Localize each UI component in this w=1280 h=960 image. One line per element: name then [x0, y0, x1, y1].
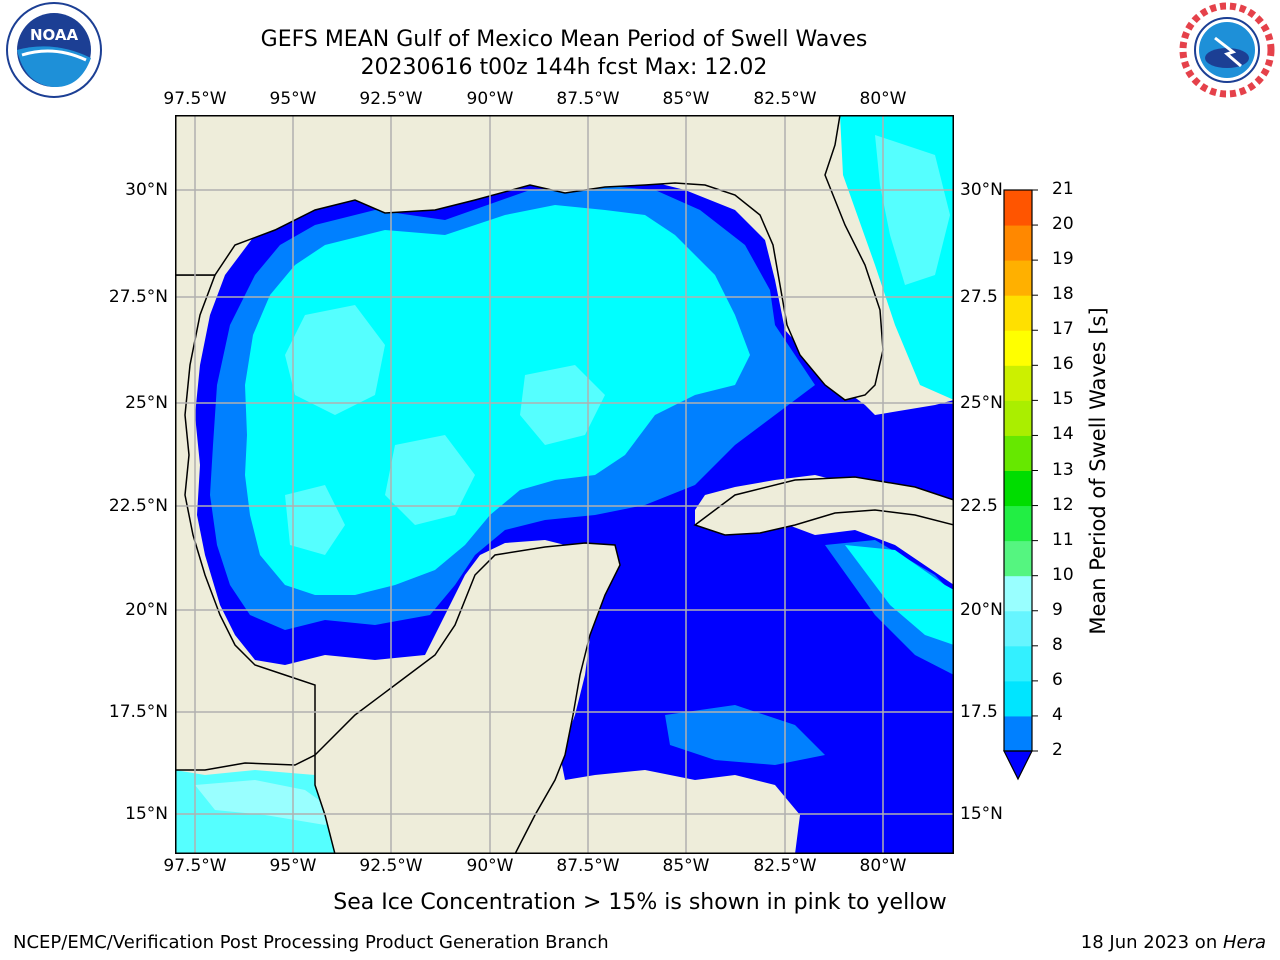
nws-logo	[1179, 2, 1275, 98]
lat-label-right: 20°N	[960, 600, 1003, 620]
lon-label: 85°W	[662, 89, 710, 109]
colorbar-tick-label: 12	[1052, 494, 1074, 515]
lat-label-right: 25°N	[960, 393, 1003, 413]
footer-date: 18 Jun 2023 on Hera	[1081, 932, 1266, 953]
colorbar-tick-label: 19	[1052, 249, 1074, 270]
lat-label-right: 17.5	[960, 702, 998, 722]
lat-label: 17.5°N	[108, 702, 168, 722]
lon-label: 90°W	[466, 856, 514, 876]
footer-organization: NCEP/EMC/Verification Post Processing Pr…	[13, 932, 609, 953]
caribbean-water	[560, 515, 954, 854]
colorbar-tick-label: 17	[1052, 319, 1074, 340]
lat-label-right: 15°N	[960, 804, 1003, 824]
lat-label: 20°N	[125, 600, 168, 620]
chart-title: GEFS MEAN Gulf of Mexico Mean Period of …	[260, 27, 868, 52]
colorbar-tick-label: 21	[1052, 179, 1074, 199]
florida-land	[175, 115, 884, 401]
colorbar-extend-arrow	[1003, 750, 1033, 781]
colorbar-segment	[1004, 610, 1032, 647]
footer-date-text: 18 Jun 2023 on	[1080, 932, 1223, 953]
lat-label: 25°N	[125, 393, 168, 413]
colorbar-tick-label: 14	[1052, 424, 1074, 445]
lon-label: 87.5°W	[556, 89, 620, 109]
colorbar-segment	[1004, 400, 1032, 436]
noaa-logo: NOAA	[6, 2, 102, 98]
lat-label-right: 30°N	[960, 180, 1003, 200]
footer-machine: Hera	[1222, 932, 1266, 953]
lat-label: 30°N	[125, 180, 168, 200]
chart-subtitle: 20230616 t00z 144h fcst Max: 12.02	[360, 55, 768, 80]
colorbar	[1003, 189, 1038, 781]
lon-label: 95°W	[269, 856, 317, 876]
lon-label: 80°W	[859, 856, 907, 876]
lon-label: 80°W	[859, 89, 907, 109]
map-panel	[175, 115, 954, 854]
lon-label: 92.5°W	[359, 89, 423, 109]
colorbar-segment	[1004, 715, 1032, 752]
colorbar-segment	[1004, 190, 1032, 226]
lon-label: 82.5°W	[753, 856, 817, 876]
lat-label-right: 27.5	[960, 287, 998, 307]
lon-label: 82.5°W	[753, 89, 817, 109]
colorbar-segment	[1004, 645, 1032, 682]
colorbar-tick-label: 13	[1052, 459, 1074, 480]
colorbar-tick-label: 10	[1052, 564, 1074, 585]
colorbar-segment	[1004, 680, 1032, 717]
lon-label: 97.5°W	[163, 856, 227, 876]
colorbar-tick-label: 11	[1052, 529, 1074, 550]
lon-label: 95°W	[269, 89, 317, 109]
colorbar-tick-label: 15	[1052, 389, 1074, 410]
lon-label: 90°W	[466, 89, 514, 109]
colorbar-tick-label: 18	[1052, 284, 1074, 305]
colorbar-tick-label: 8	[1052, 634, 1063, 655]
lon-label: 87.5°W	[556, 856, 620, 876]
colorbar-tick-label: 6	[1052, 669, 1063, 690]
band-6-8	[245, 205, 750, 595]
lat-label-right: 22.5	[960, 496, 998, 516]
colorbar-tick-label: 16	[1052, 354, 1074, 375]
lon-label: 92.5°W	[359, 856, 423, 876]
lat-label: 27.5°N	[108, 287, 168, 307]
colorbar-segment	[1004, 365, 1032, 401]
colorbar-tick-label: 20	[1052, 214, 1074, 235]
colorbar-segment	[1004, 540, 1032, 577]
colorbar-segment	[1004, 295, 1032, 331]
colorbar-segment	[1004, 225, 1032, 261]
colorbar-segment	[1004, 435, 1032, 471]
sea-ice-note: Sea Ice Concentration > 15% is shown in …	[333, 890, 947, 915]
colorbar-tick-label: 4	[1052, 704, 1063, 725]
colorbar-title: Mean Period of Swell Waves [s]	[1086, 307, 1110, 635]
lat-label: 22.5°N	[108, 496, 168, 516]
lat-label: 15°N	[125, 804, 168, 824]
colorbar-segment	[1004, 575, 1032, 612]
lon-label: 97.5°W	[163, 89, 227, 109]
colorbar-segment	[1004, 330, 1032, 366]
colorbar-segment	[1004, 505, 1032, 542]
colorbar-segment	[1004, 260, 1032, 296]
svg-text:NOAA: NOAA	[30, 26, 79, 44]
colorbar-tick-label: 2	[1052, 740, 1063, 760]
lon-label: 85°W	[662, 856, 710, 876]
colorbar-segment	[1004, 470, 1032, 507]
colorbar-tick-label: 9	[1052, 599, 1063, 620]
grid-lines	[175, 115, 954, 854]
